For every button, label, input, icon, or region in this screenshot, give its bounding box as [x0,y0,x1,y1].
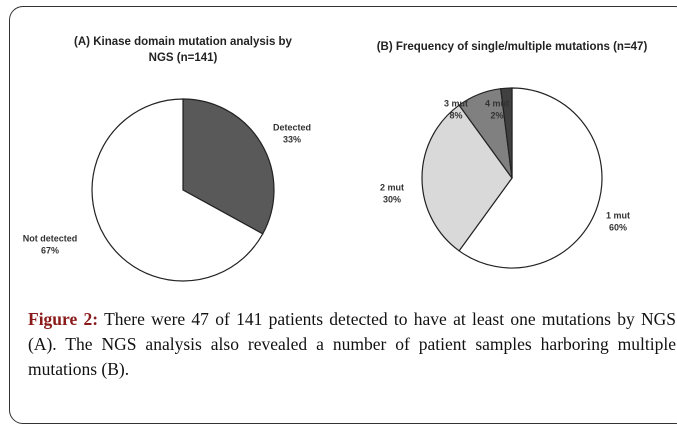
slice-label: Detected [273,122,311,132]
caption-text: There were 47 of 141 patients detected t… [28,309,676,379]
slice-value-label: 2% [490,110,503,120]
chart-title: (B) Frequency of single/multiple mutatio… [376,41,648,53]
slice-label: 3 mut [444,98,468,108]
slice-label: Not detected [23,233,78,243]
slice-value-label: 33% [283,134,301,144]
slice-label: 1 mut [606,210,630,220]
slice-value-label: 30% [383,194,401,204]
pie-charts: Detected 33% Not detected 67% 1 mut 60% 2 mut 3… [23,87,630,282]
slice-label: 2 mut [380,182,404,192]
slice-value-label: 60% [609,222,627,232]
figure-frame [9,6,677,424]
pie-slice [421,104,513,252]
pie-slice [458,87,603,269]
slice-label: 4 mut [485,98,509,108]
pie-slice [500,87,513,179]
pie-slice [91,98,264,282]
pie-slice [182,98,275,235]
caption-label: Figure 2: [28,309,99,329]
chart-title: (A) Kinase domain mutation analysis by N… [74,36,292,64]
figure-caption: Figure 2: There were 47 of 141 patients … [28,307,676,382]
slice-value-label: 67% [41,245,59,255]
slice-value-label: 8% [449,110,462,120]
